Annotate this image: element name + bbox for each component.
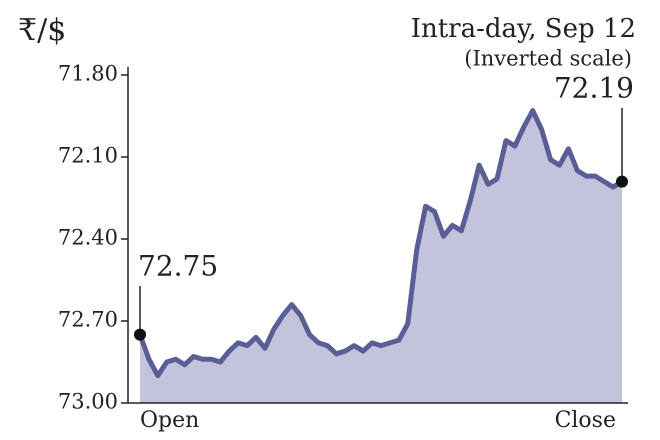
y-tick-label: 72.10 <box>58 144 118 168</box>
y-axis-label: ₹/$ <box>18 13 66 48</box>
value-label: 72.75 <box>138 250 218 283</box>
y-tick-label: 71.80 <box>58 62 118 86</box>
chart-subtitle: (Inverted scale) <box>464 47 632 71</box>
end-dot <box>134 328 146 341</box>
y-tick-label: 72.40 <box>58 226 118 250</box>
area-fill <box>140 110 622 404</box>
end-dot <box>616 175 628 188</box>
x-tick-label: Open <box>140 408 199 433</box>
x-tick-label: Close <box>555 408 616 433</box>
value-label: 72.19 <box>554 72 634 105</box>
chart-title: Intra-day, Sep 12 <box>411 14 636 44</box>
y-tick-label: 72.70 <box>58 308 118 332</box>
y-tick-label: 73.00 <box>58 390 118 414</box>
line <box>137 108 624 379</box>
